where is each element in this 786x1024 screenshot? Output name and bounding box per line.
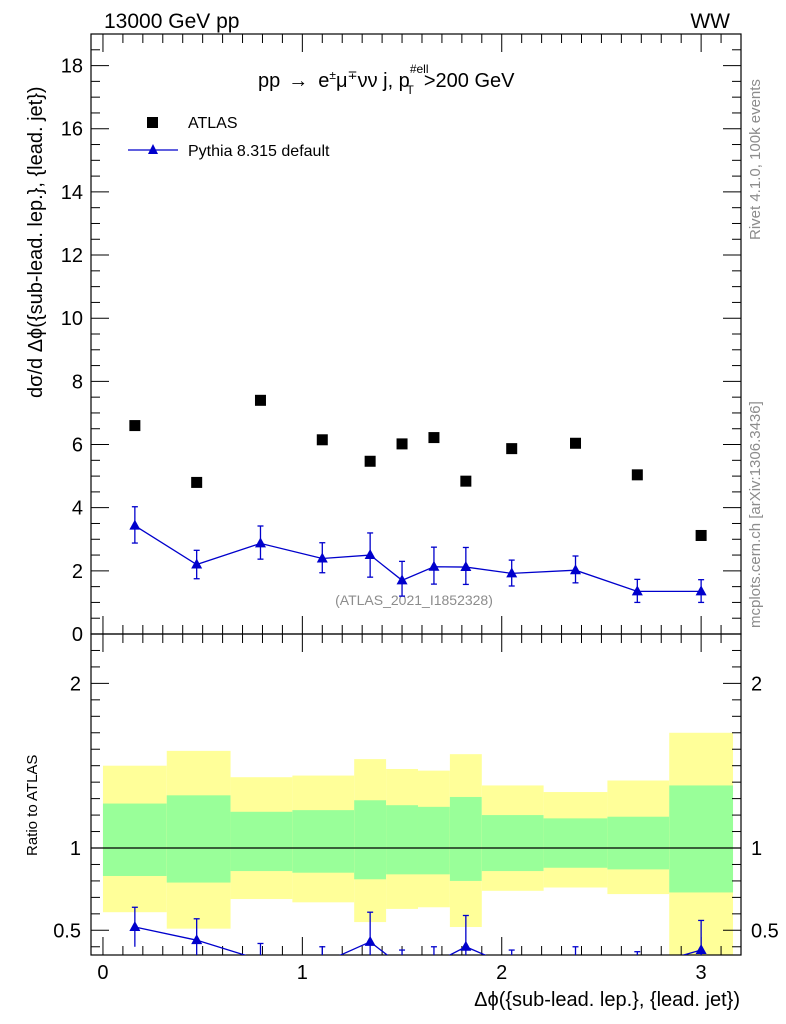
atlas-data-point — [254, 394, 266, 406]
atlas-data-point — [316, 434, 328, 446]
main-y-tick-label: 16 — [61, 119, 83, 141]
legend-mc-label: Pythia 8.315 default — [188, 143, 330, 160]
mc-point — [396, 574, 408, 585]
main-y-tick-label: 6 — [72, 435, 83, 457]
legend-data-label: ATLAS — [188, 115, 238, 132]
atlas-data-point — [695, 529, 707, 541]
ratio-panel-frame — [90, 633, 742, 956]
main-title: pp → e±μ∓νν j, p#ell T >200 GeV — [258, 62, 515, 97]
mc-point — [191, 558, 203, 569]
main-data — [129, 394, 707, 604]
legend-mc-marker — [148, 144, 158, 154]
ratio-data — [129, 906, 707, 972]
inner-band-bin — [102, 803, 167, 876]
atlas-data-point — [428, 432, 440, 444]
inner-band-bin — [230, 811, 293, 872]
main-y-tick-label: 14 — [61, 182, 83, 204]
atlas-data-point — [506, 443, 518, 455]
atlas-data-point — [460, 475, 472, 487]
header-process: WW — [690, 10, 730, 33]
main-y-axis-label: dσ/d Δϕ({sub-lead. lep.}, {lead. jet}) — [25, 86, 47, 398]
ratio-point — [428, 957, 439, 967]
ratio-point — [506, 961, 517, 971]
ratio-point — [129, 921, 141, 932]
inner-band-bin — [669, 785, 734, 893]
uncertainty-bands — [91, 732, 741, 955]
mc-point — [695, 585, 707, 596]
mc-point — [316, 552, 328, 563]
mc-point — [364, 549, 376, 560]
ratio-y-axis-label: Ratio to ATLAS — [24, 755, 41, 856]
ratio-point — [632, 962, 643, 972]
mc-point — [460, 561, 472, 572]
ratio-point — [317, 957, 328, 967]
main-y-tick-label: 0 — [72, 624, 83, 646]
main-y-tick-label: 12 — [61, 245, 83, 267]
main-y-tick-label: 10 — [61, 308, 83, 330]
main-y-tick-label: 18 — [61, 56, 83, 78]
atlas-data-point — [364, 455, 376, 467]
inner-band-bin — [386, 805, 418, 875]
mc-point — [506, 567, 518, 578]
rivet-version-label: Rivet 4.1.0, 100k events — [747, 79, 764, 240]
ratio-point — [397, 961, 408, 971]
ratio-point — [695, 944, 707, 955]
ratio-point — [191, 934, 203, 945]
ratio-point — [259, 953, 262, 955]
inner-band-bin — [292, 810, 355, 873]
ratio-y-tick-label-right: 1 — [751, 838, 762, 860]
ratio-point — [460, 940, 472, 951]
inner-band-bin — [166, 795, 231, 883]
ratio-y-tick-label: 2 — [70, 673, 81, 695]
x-tick-label: 3 — [696, 962, 707, 984]
mc-point — [129, 519, 141, 530]
mc-point — [570, 564, 582, 575]
ratio-point — [364, 935, 376, 946]
inner-band-bin — [607, 816, 670, 870]
main-y-tick-label: 4 — [72, 498, 83, 520]
atlas-data-point — [396, 438, 408, 450]
ratio-y-tick-label: 1 — [70, 838, 81, 860]
mcplots-reference-label: mcplots.cern.ch [arXiv:1306.3436] — [747, 401, 764, 628]
header-energy: 13000 GeV pp — [104, 10, 239, 33]
mc-point — [254, 537, 266, 548]
inner-band-bin — [354, 800, 387, 880]
atlas-data-point — [570, 437, 582, 449]
atlas-data-point — [129, 420, 141, 432]
ratio-y-tick-label-right: 0.5 — [751, 920, 779, 942]
x-axis-label: Δϕ({sub-lead. lep.}, {lead. jet}) — [474, 989, 740, 1011]
main-y-tick-label: 2 — [72, 561, 83, 583]
ratio-y-tick-label-right: 2 — [751, 673, 762, 695]
legend-data-marker — [147, 117, 158, 128]
inner-band-bin — [417, 806, 450, 875]
ratio-point — [570, 957, 581, 967]
inner-band-bin — [481, 815, 544, 872]
inner-band-bin — [449, 796, 482, 881]
x-tick-label: 2 — [496, 962, 507, 984]
analysis-watermark: (ATLAS_2021_I1852328) — [335, 592, 493, 608]
ratio-y-tick-label: 0.5 — [53, 920, 81, 942]
main-y-tick-label: 8 — [72, 371, 83, 393]
atlas-data-point — [191, 476, 203, 488]
x-tick-label: 0 — [97, 962, 108, 984]
mc-point — [428, 560, 440, 571]
ratio-line — [134, 926, 702, 955]
mc-point — [631, 585, 643, 596]
atlas-data-point — [631, 469, 643, 481]
x-tick-label: 1 — [297, 962, 308, 984]
inner-band-bin — [543, 818, 608, 868]
mc-line — [134, 525, 702, 593]
